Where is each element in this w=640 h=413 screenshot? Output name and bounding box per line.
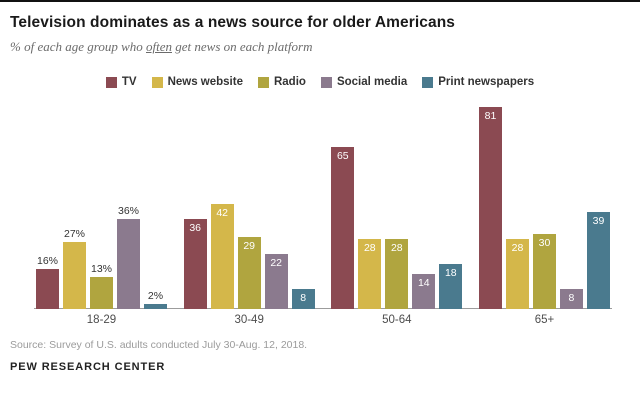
bar-value-label: 42 [216,207,228,219]
bar-value-label: 65 [336,150,349,162]
bar-value-label: 27% [63,228,86,240]
x-axis-label-30-49: 30-49 [234,314,264,326]
legend-swatch-print-newspapers [422,76,434,88]
bar-value-label: 13% [90,263,113,275]
bar-print-newspapers-18-29: 2% [144,290,167,309]
bar-tv-50-64: 65 [331,147,355,309]
legend-item-tv: TV [105,76,137,88]
bar-value-label: 16% [36,255,59,267]
bar-value-label: 14 [417,277,430,289]
bar-news-website-50-64: 28 [358,239,382,309]
bar-news-website-65: 28 [505,239,529,309]
x-axis-labels: 18-29 30-49 50-64 65+ [0,314,640,326]
legend-swatch-radio [257,76,269,88]
bar-value-label: 36% [117,205,140,217]
bar-value-label: 2% [147,290,164,302]
legend-item-news-website: News website [151,76,243,88]
bar-tv-30-49: 36 [183,219,207,309]
bar-group-30-49: 36 42 29 22 8 [183,204,315,309]
x-axis-label-50-64: 50-64 [382,314,412,326]
legend-label: TV [121,76,137,88]
bar-print-newspapers-50-64: 18 [439,264,463,309]
bar-news-website-18-29: 27% [63,228,86,309]
legend-label: Social media [336,76,408,88]
subtitle-underlined-word: often [146,39,172,54]
bar-print-newspapers-30-49: 8 [291,289,315,309]
bar-social-media-30-49: 22 [264,254,288,309]
brand-footer: PEW RESEARCH CENTER [10,361,166,373]
bar-value-label: 28 [363,242,376,254]
bar-social-media-18-29: 36% [117,205,140,309]
x-axis-line [34,308,612,309]
bar-value-label: 30 [538,237,551,249]
bar-value-label: 18 [444,267,457,279]
bar-value-label: 29 [243,240,255,252]
bar-value-label: 28 [390,242,403,254]
bar-radio-50-64: 28 [385,239,409,309]
subtitle: % of each age group who often get news o… [10,39,640,55]
bar-tv-18-29: 16% [36,255,59,309]
legend-label: Radio [273,76,306,88]
legend-swatch-news-website [151,76,163,88]
bar-value-label: 22 [270,257,282,269]
legend-label: Print newspapers [438,76,535,88]
x-axis-label-65: 65+ [534,314,555,326]
legend-item-social-media: Social media [320,76,408,88]
bar-news-website-30-49: 42 [210,204,234,309]
bar-group-50-64: 65 28 28 14 18 [331,147,463,309]
legend-swatch-social-media [320,76,332,88]
bar-value-label: 8 [568,292,575,304]
legend: TV News website Radio Social media Print new… [0,76,640,88]
legend-item-radio: Radio [257,76,306,88]
bar-value-label: 39 [592,215,605,227]
bar-social-media-65: 8 [559,289,583,309]
bar-value-label: 81 [484,110,497,122]
bar-radio-65: 30 [532,234,556,309]
bar-value-label: 36 [189,222,201,234]
plot: 16% 27% 13% 36% 2% 36 42 29 22 8 65 28 28 14 18 81 28 30 8… [0,97,640,309]
bar-group-18-29: 16% 27% 13% 36% 2% [36,205,167,309]
bar-radio-18-29: 13% [90,263,113,309]
subtitle-suffix: get news on each platform [172,39,313,54]
page-title: Television dominates as a news source fo… [10,14,456,31]
grouped-bar-chart: 16% 27% 13% 36% 2% 36 42 29 22 8 65 28 28 14 18 81 28 30 8… [0,97,640,326]
subtitle-prefix: % of each age group who [10,39,146,54]
x-axis-label-18-29: 18-29 [86,314,117,326]
bar-value-label: 28 [511,242,524,254]
bar-value-label: 8 [300,292,307,304]
bar-social-media-50-64: 14 [412,274,436,309]
source-note: Source: Survey of U.S. adults conducted … [10,339,308,351]
bar-radio-30-49: 29 [237,237,261,309]
bar-print-newspapers-65: 39 [586,212,610,309]
legend-label: News website [167,76,243,88]
legend-swatch-tv [105,76,117,88]
legend-item-print-newspapers: Print newspapers [422,76,534,88]
bar-group-65: 81 28 30 8 39 [478,107,610,309]
bar-tv-65: 81 [478,107,502,309]
